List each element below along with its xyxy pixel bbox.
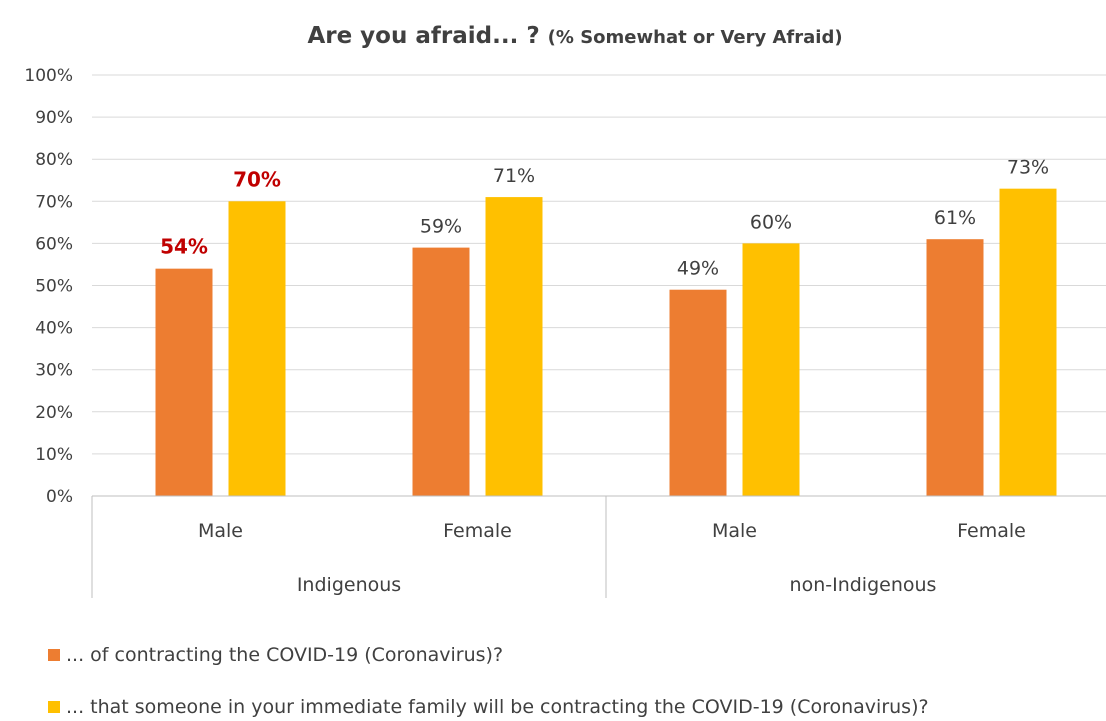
y-tick-label: 60% bbox=[35, 234, 73, 254]
bars bbox=[155, 188, 1057, 497]
chart-subtitle: (% Somewhat or Very Afraid) bbox=[548, 27, 843, 48]
bar-series-1-cat-0 bbox=[228, 201, 286, 497]
y-tick-label: 30% bbox=[35, 361, 73, 381]
legend-swatch-icon bbox=[48, 701, 60, 713]
chart-title-main: Are you afraid... ? bbox=[307, 23, 539, 49]
data-label: 59% bbox=[420, 216, 462, 238]
data-label: 70% bbox=[233, 167, 281, 191]
data-label: 49% bbox=[677, 258, 719, 280]
data-label: 61% bbox=[934, 207, 976, 229]
data-label: 60% bbox=[750, 211, 792, 233]
x-group-label: Indigenous bbox=[297, 574, 401, 596]
y-tick-label: 70% bbox=[35, 192, 73, 212]
bar-series-1-cat-2 bbox=[742, 243, 800, 496]
data-label: 73% bbox=[1007, 157, 1049, 179]
y-tick-label: 0% bbox=[46, 487, 73, 507]
y-tick-label: 80% bbox=[35, 150, 73, 170]
x-axis: Male Female Male Female Indigenous non-Indige… bbox=[91, 495, 1106, 598]
x-category-label: Male bbox=[198, 520, 243, 542]
bar-series-0-cat-0 bbox=[155, 268, 213, 496]
x-category-label: Male bbox=[712, 520, 757, 542]
data-labels: 54% 70% 59% 71% 49% 60% 61% 73% bbox=[160, 157, 1049, 280]
data-label: 71% bbox=[493, 165, 535, 187]
bar-series-0-cat-3 bbox=[926, 239, 984, 496]
legend-label: ... of contracting the COVID-19 (Coronav… bbox=[66, 644, 504, 666]
y-tick-label: 100% bbox=[24, 66, 73, 86]
legend-item-1: ... that someone in your immediate famil… bbox=[48, 696, 929, 718]
legend-item-0: ... of contracting the COVID-19 (Coronav… bbox=[48, 644, 503, 666]
x-category-label: Female bbox=[957, 520, 1026, 542]
bar-series-0-cat-2 bbox=[669, 289, 727, 496]
bar-series-0-cat-1 bbox=[412, 247, 470, 496]
legend-label: ... that someone in your immediate famil… bbox=[66, 696, 929, 718]
y-tick-label: 10% bbox=[35, 445, 73, 465]
y-tick-label: 90% bbox=[35, 108, 73, 128]
chart-title: Are you afraid... ? (% Somewhat or Very A… bbox=[307, 23, 842, 49]
data-label: 54% bbox=[160, 235, 208, 259]
y-tick-label: 20% bbox=[35, 403, 73, 423]
y-axis: 0% 10% 20% 30% 40% 50% 60% 70% 80% 90% 100% bbox=[24, 66, 73, 507]
bar-series-1-cat-1 bbox=[485, 197, 543, 496]
legend-swatch-icon bbox=[48, 649, 60, 661]
bar-series-1-cat-3 bbox=[999, 188, 1057, 497]
x-category-label: Female bbox=[443, 520, 512, 542]
y-tick-label: 50% bbox=[35, 277, 73, 297]
x-group-label: non-Indigenous bbox=[790, 574, 937, 596]
y-tick-label: 40% bbox=[35, 319, 73, 339]
